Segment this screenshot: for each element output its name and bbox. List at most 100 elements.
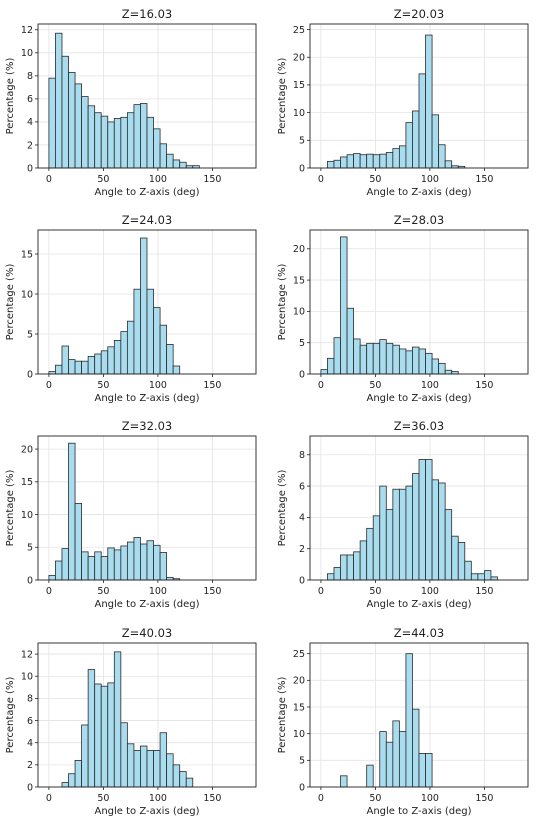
x-tick-label: 50 [97, 586, 109, 597]
histogram-bar [126, 320, 135, 375]
histogram-bar [153, 544, 161, 581]
x-tick-label: 100 [149, 793, 167, 804]
y-tick-label: 0 [27, 575, 33, 586]
histogram-bar [425, 753, 433, 788]
histogram-bar [366, 764, 374, 788]
y-tick-label: 0 [299, 369, 305, 380]
histogram-bar [55, 364, 63, 375]
plot-frame [37, 23, 257, 169]
histogram-bar [81, 551, 89, 581]
histogram-bar [327, 573, 335, 581]
y-tick-label: 0 [299, 782, 305, 793]
histogram-bar [372, 154, 381, 169]
x-tick-label: 150 [203, 793, 221, 804]
y-tick-label: 4 [299, 513, 305, 524]
histogram-bar [61, 782, 69, 788]
histogram-bar [107, 682, 115, 788]
histogram-bar [94, 683, 102, 788]
histogram-bar [353, 338, 361, 375]
y-tick-label: 15 [293, 80, 305, 91]
histogram-bar [120, 116, 128, 169]
histogram-bar [126, 743, 135, 788]
y-axis-label: Percentage (%) [277, 264, 288, 341]
x-tick-label: 0 [318, 793, 324, 804]
x-tick-label: 150 [203, 380, 221, 391]
x-axis-label: Angle to Z-axis (deg) [367, 393, 472, 404]
histogram-bar [100, 556, 109, 581]
histogram-bar [120, 722, 128, 788]
histogram-bar [81, 724, 89, 788]
x-axis-label: Angle to Z-axis (deg) [367, 806, 472, 817]
subplot-title: Z=36.03 [394, 419, 444, 433]
histogram-bar [438, 144, 446, 169]
histogram-bar [333, 337, 341, 375]
histogram-bar [379, 731, 387, 788]
histogram-bar [87, 669, 96, 788]
histogram-bar [166, 153, 174, 169]
histogram-bar [107, 346, 115, 375]
histogram-bar [113, 549, 122, 581]
histogram-bar [379, 339, 387, 375]
histogram-bar [87, 556, 96, 581]
y-tick-label: 25 [293, 649, 305, 660]
histogram-bar [372, 515, 381, 581]
histogram-bar [431, 358, 440, 375]
histogram-bar [425, 459, 433, 581]
x-tick-label: 150 [475, 793, 493, 804]
histogram-bar [431, 479, 440, 581]
histogram-bar [483, 570, 492, 581]
y-tick-label: 15 [21, 477, 33, 488]
x-tick-label: 100 [421, 586, 439, 597]
plot-frame [309, 435, 529, 581]
histogram-bar [140, 103, 148, 169]
histogram-bar [133, 537, 141, 581]
histogram-bar [379, 153, 387, 169]
y-tick-label: 10 [21, 672, 33, 683]
subplot-title: Z=32.03 [122, 419, 172, 433]
subplot-3: 0 50 100 150 0 5 10 15 Z=24.03 Angle to Z-axis (d… [5, 213, 257, 404]
histogram-bar [159, 552, 168, 581]
histogram-bar [113, 651, 122, 788]
histogram-bar [418, 753, 426, 788]
y-tick-label: 8 [299, 450, 305, 461]
y-tick-label: 6 [27, 716, 33, 727]
y-tick-label: 4 [27, 117, 33, 128]
histogram-bar [340, 156, 348, 169]
x-tick-label: 150 [475, 586, 493, 597]
histogram-bar [425, 352, 433, 375]
histogram-bar [359, 540, 368, 581]
histogram-bar [385, 741, 394, 788]
histogram-bar [94, 353, 102, 375]
histogram-bar [398, 348, 407, 375]
x-tick-label: 100 [421, 380, 439, 391]
y-tick-label: 12 [21, 25, 33, 36]
histogram-bar [340, 775, 348, 788]
subplot-2: 0 50 100 150 0 5 10 15 20 25 Z=20.03 Angle to Z-axi… [277, 7, 529, 198]
x-tick-label: 0 [46, 586, 52, 597]
y-tick-label: 0 [27, 369, 33, 380]
x-tick-label: 50 [369, 380, 381, 391]
histogram-bar [412, 346, 420, 375]
x-axis-label: Angle to Z-axis (deg) [95, 393, 200, 404]
x-tick-label: 0 [318, 586, 324, 597]
histogram-bar [477, 573, 485, 581]
histogram-bar [438, 362, 446, 375]
histogram-bar [444, 509, 453, 581]
histogram-bar [74, 83, 82, 169]
histogram-bar [444, 369, 453, 375]
histogram-bar [340, 554, 348, 581]
histogram-bar [68, 442, 76, 581]
x-tick-label: 0 [46, 174, 52, 185]
subplot-title: Z=40.03 [122, 626, 172, 640]
histogram-bar [392, 344, 400, 375]
histogram-bar [159, 324, 168, 375]
y-tick-label: 15 [21, 249, 33, 260]
x-tick-label: 50 [97, 174, 109, 185]
histogram-bar [153, 128, 161, 169]
histogram-bar [120, 331, 128, 375]
y-axis-label: Percentage (%) [277, 470, 288, 547]
subplot-7: 0 50 100 150 0 2 4 6 8 10 12 Z=40.03 Angle to Z-axis… [5, 626, 257, 817]
histogram-bar [438, 482, 446, 581]
histogram-bar [94, 112, 102, 169]
histogram-bar [320, 369, 328, 375]
